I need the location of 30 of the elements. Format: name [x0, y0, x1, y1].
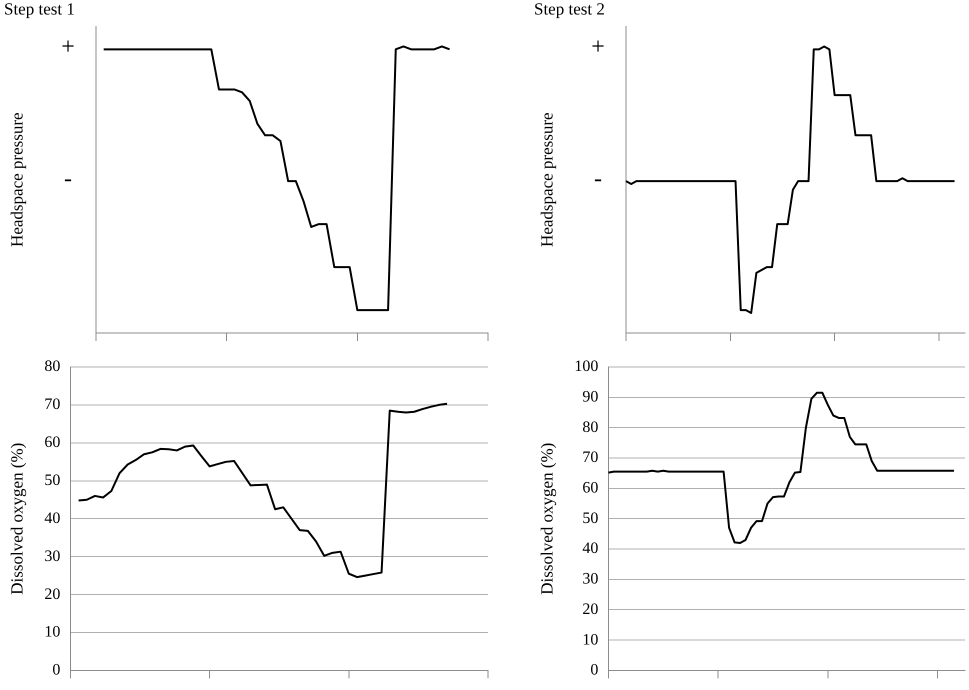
- y-tick-label: 50: [582, 510, 598, 527]
- y-tick-label: 100: [574, 358, 598, 376]
- y-tick-label: 70: [582, 449, 598, 466]
- y-tick-label: 80: [582, 418, 598, 436]
- y-tick-label: 50: [44, 472, 60, 489]
- y-tick-label: 60: [582, 480, 598, 497]
- y-tick-label: 10: [44, 624, 60, 641]
- y-tick-label: 20: [582, 600, 598, 618]
- y-axis-title: Dissolved oxygen (%): [538, 442, 557, 595]
- y-tick-label: 40: [582, 540, 598, 558]
- y-axis-title: Dissolved oxygen (%): [8, 442, 27, 595]
- y-tick-label: 30: [44, 548, 60, 565]
- y-tick-label: 90: [582, 388, 598, 406]
- y-tick-label: 60: [44, 434, 60, 452]
- y-tick-label: 0: [52, 662, 60, 679]
- y-axis-title: Headspace pressure: [538, 112, 557, 247]
- y-tick-label: 30: [582, 570, 598, 588]
- y-tick-label: 10: [582, 631, 598, 648]
- y-axis-title: Headspace pressure: [8, 112, 27, 247]
- y-tick-label: 20: [44, 586, 60, 603]
- y-tick-label: 70: [44, 396, 60, 414]
- y-tick-label: 40: [44, 510, 60, 527]
- y-tick-label: 0: [590, 662, 598, 679]
- text: -: [594, 166, 602, 192]
- text: +: [61, 34, 75, 60]
- text: -: [64, 166, 72, 192]
- chart-title: Step test 2: [534, 0, 605, 19]
- text: +: [591, 34, 605, 60]
- chart-title: Step test 1: [4, 0, 75, 19]
- y-tick-label: 80: [44, 358, 60, 376]
